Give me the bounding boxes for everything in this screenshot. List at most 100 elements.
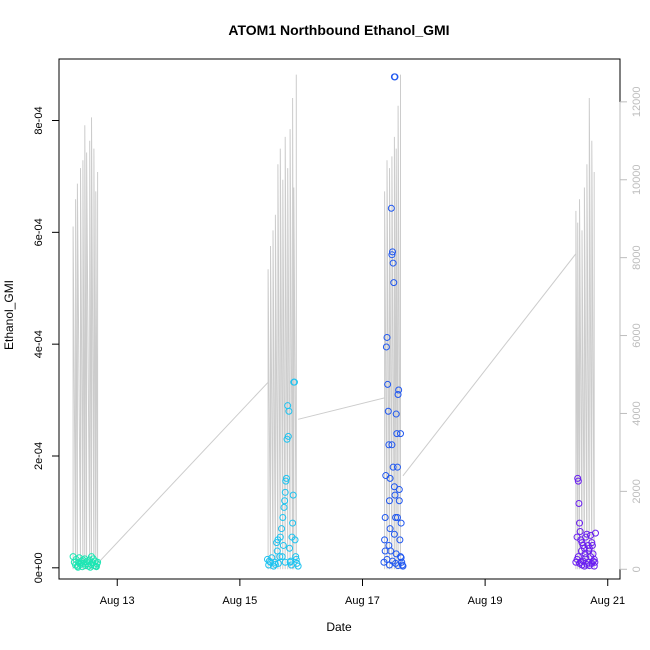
data-point-2-15: [389, 259, 397, 267]
data-point-1-27: [289, 519, 297, 527]
data-point-1-21: [285, 407, 293, 415]
data-points: [69, 73, 599, 571]
data-point-2-24: [395, 386, 403, 394]
data-point-1-35: [294, 562, 302, 570]
data-point-0-28: [89, 555, 97, 563]
plot-frame: [58, 58, 621, 580]
y2-tick-label: 10000: [631, 164, 643, 195]
data-point-3-33: [589, 557, 597, 565]
data-point-2-6: [384, 380, 392, 388]
data-point-1-36: [265, 557, 273, 565]
data-point-1-30: [290, 378, 298, 386]
data-point-2-43: [395, 486, 403, 494]
data-point-3-35: [591, 558, 599, 566]
y-axis-label: Ethanol_GMI: [2, 280, 16, 350]
data-point-1-31: [291, 536, 299, 544]
y2-tick-label: 12000: [631, 87, 643, 118]
secondary-series-burst-0: [72, 117, 99, 570]
data-point-1-10: [276, 533, 284, 541]
data-point-1-12: [279, 513, 287, 521]
y-tick-label: 0e+00: [33, 552, 45, 583]
data-point-1-38: [273, 547, 281, 555]
y-tick-label: 2e-04: [33, 442, 45, 470]
x-tick-label: Aug 21: [590, 595, 625, 607]
secondary-series-burst-1: [267, 74, 297, 570]
x-tick-label: Aug 17: [345, 595, 380, 607]
secondary-series-burst-3: [575, 97, 595, 570]
data-point-1-22: [286, 544, 294, 552]
data-point-2-49: [397, 554, 405, 562]
data-point-1-41: [281, 558, 289, 566]
data-point-2-12: [387, 204, 395, 212]
x-tick-label: Aug 19: [468, 595, 503, 607]
data-point-1-32: [292, 553, 300, 561]
data-point-2-7: [384, 407, 392, 415]
data-point-2-40: [390, 530, 398, 538]
data-point-3-6: [576, 527, 584, 535]
data-point-0-26: [79, 556, 87, 564]
data-point-3-4: [575, 500, 583, 508]
data-point-0-24: [94, 558, 102, 566]
y2-tick-label: 6000: [631, 323, 643, 347]
data-point-2-34: [381, 547, 389, 555]
data-point-3-38: [585, 547, 593, 555]
data-point-2-38: [388, 441, 396, 449]
data-point-1-11: [278, 525, 286, 533]
chart-title: ATOM1 Northbound Ethanol_GMI: [228, 22, 449, 38]
data-point-3-12: [583, 530, 591, 538]
data-point-2-36: [385, 541, 393, 549]
data-point-3-19: [591, 529, 599, 537]
axes: Aug 13 Aug 15 Aug 17 Aug 19 Aug 21 0e+00 2e-04…: [33, 87, 643, 607]
data-point-1-40: [279, 541, 287, 549]
x-axis-label: Date: [326, 620, 352, 634]
secondary-series-burst-2: [384, 74, 401, 570]
data-point-2-9: [385, 497, 393, 505]
data-point-1-20: [284, 432, 292, 440]
data-point-1-17: [282, 474, 290, 482]
x-tick-label: Aug 13: [100, 595, 135, 607]
data-point-3-5: [576, 519, 584, 527]
data-point-2-41: [392, 550, 400, 558]
data-point-1-9: [276, 553, 284, 561]
data-point-2-28: [397, 519, 405, 527]
data-point-3-39: [588, 541, 596, 549]
y-tick-label: 6e-04: [33, 218, 45, 246]
data-point-2-2: [381, 513, 389, 521]
data-point-2-13: [388, 251, 396, 259]
data-point-2-22: [393, 463, 401, 471]
data-point-1-8: [274, 559, 282, 567]
y-tick-label: 8e-04: [33, 106, 45, 134]
data-point-2-5: [383, 333, 391, 341]
data-point-1-14: [281, 497, 289, 505]
data-point-2-33: [391, 73, 399, 81]
secondary-series-lines: [72, 74, 595, 570]
data-point-3-2: [574, 474, 582, 482]
data-point-2-48: [394, 562, 402, 570]
data-point-2-16: [390, 279, 398, 287]
data-point-1-33: [292, 555, 300, 563]
data-point-2-4: [382, 343, 390, 351]
data-point-2-23: [394, 390, 402, 398]
data-point-2-42: [393, 513, 401, 521]
data-point-2-31: [399, 562, 407, 570]
data-point-2-18: [391, 491, 399, 499]
data-point-3-34: [590, 562, 598, 570]
secondary-connector-line-2: [402, 253, 577, 477]
data-point-3-16: [588, 539, 596, 547]
data-point-1-15: [281, 488, 289, 496]
data-point-2-3: [382, 472, 390, 480]
data-point-0-5: [75, 558, 83, 566]
data-point-2-44: [397, 430, 405, 438]
data-point-1-16: [282, 477, 290, 485]
data-point-2-39: [389, 463, 397, 471]
data-point-1-28: [289, 491, 297, 499]
data-point-1-39: [278, 553, 286, 561]
data-point-1-37: [271, 560, 279, 568]
data-point-3-3: [574, 477, 582, 485]
secondary-connector-line-0: [97, 381, 269, 564]
data-point-2-37: [386, 474, 394, 482]
data-point-3-21: [574, 553, 582, 561]
data-point-0-29: [92, 563, 100, 571]
y2-tick-label: 8000: [631, 245, 643, 269]
